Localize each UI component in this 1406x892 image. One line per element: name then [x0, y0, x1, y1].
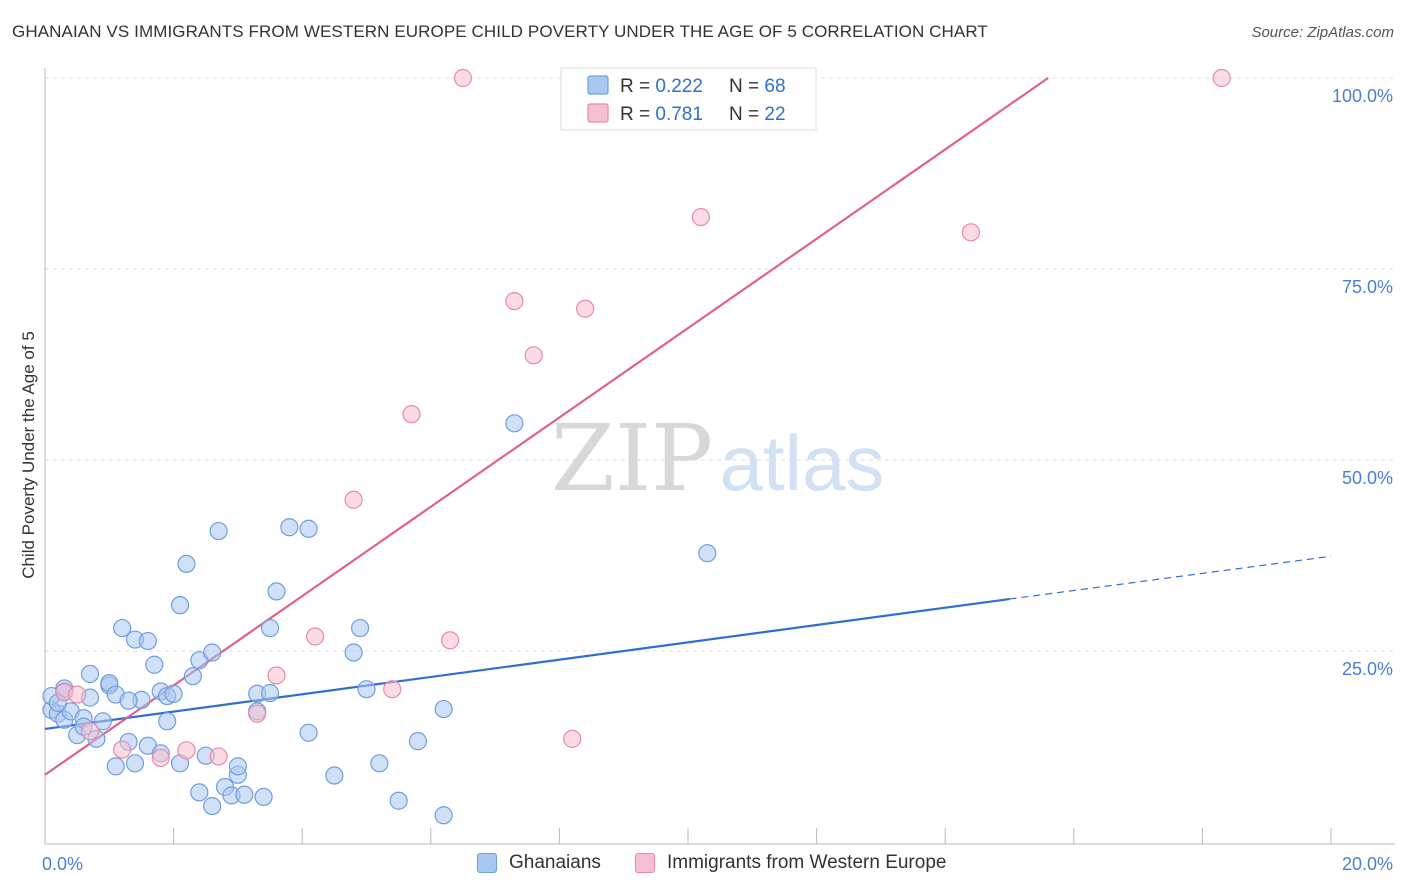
ghanaian-point-53: [299, 519, 318, 538]
ghanaian-point-35: [190, 783, 209, 802]
ghanaian-point-50: [267, 582, 286, 601]
legend-r-value-1: 0.222: [655, 76, 703, 97]
legend-r-value-2: 0.781: [655, 104, 703, 125]
ghanaian-point-24: [145, 655, 164, 674]
western-europe-point-12: [440, 631, 460, 650]
ghanaian-point-47: [254, 787, 273, 807]
legend-n-label-2: N =: [729, 104, 764, 125]
western-europe-point-10: [383, 680, 402, 699]
ghanaian-point-60: [408, 732, 428, 751]
ghanaian-point-51: [280, 518, 299, 537]
ghanaian-trend-line: [44, 597, 1010, 731]
western-europe-point-8: [305, 627, 325, 646]
stats-legend: R = 0.222 N = 68 R = 0.781 N = 22: [560, 67, 817, 131]
legend-r-label-1: R =: [620, 76, 655, 97]
source-label: Source: ZipAtlas.com: [1251, 24, 1394, 41]
western-europe-point-18: [691, 207, 710, 227]
ghanaian-point-52: [299, 723, 318, 742]
y-tick-label-100: 100.0%: [1332, 86, 1393, 106]
svg-text:R = 0.222: R = 0.222: [620, 76, 703, 97]
y-axis-label: Child Poverty Under the Age of 5: [19, 331, 38, 579]
legend-n-value-1: 68: [764, 76, 785, 97]
western-europe-point-20: [1212, 68, 1231, 88]
ghanaian-point-38: [203, 796, 222, 816]
ghanaian-point-56: [350, 618, 370, 638]
western-europe-point-9: [344, 490, 363, 509]
ghanaian-point-64: [698, 544, 717, 563]
legend-n-value-2: 22: [764, 104, 785, 125]
legend-label-ghanaians: Ghanaians: [509, 852, 601, 873]
ghanaian-point-48: [260, 683, 280, 703]
y-tick-label-25: 25.0%: [1342, 659, 1393, 679]
ghanaian-point-49: [260, 618, 280, 638]
western-europe-point-19: [961, 223, 981, 242]
ghanaian-point-62: [434, 806, 453, 825]
legend-swatch-pink: [587, 103, 609, 123]
legend-label-western-europe: Immigrants from Western Europe: [667, 852, 947, 873]
western-europe-point-3: [151, 748, 170, 768]
western-europe-point-21: [68, 685, 87, 704]
ghanaian-point-10: [80, 664, 100, 684]
ghanaian-point-57: [357, 680, 376, 699]
western-europe-point-5: [209, 747, 228, 766]
western-europe-point-4: [177, 741, 196, 760]
y-tick-label-75: 75.0%: [1342, 277, 1393, 297]
ghanaian-point-37: [203, 643, 222, 662]
ghanaian-point-39: [209, 521, 228, 541]
ghanaian-point-43: [228, 757, 247, 776]
svg-text:R = 0.781: R = 0.781: [620, 104, 703, 125]
ghanaian-point-29: [164, 684, 183, 703]
ghanaian-point-12: [93, 712, 112, 731]
tick-labels: 25.0% 50.0% 75.0% 100.0% 0.0% 20.0%: [42, 86, 1393, 874]
series-legend: Ghanaians Immigrants from Western Europe: [0, 852, 1406, 878]
western-europe-point-2: [113, 740, 132, 759]
western-europe-point-16: [563, 729, 582, 748]
ghanaian-point-61: [434, 699, 453, 719]
ghanaian-point-19: [125, 754, 145, 773]
ghanaian-point-54: [325, 766, 344, 785]
ghanaian-point-55: [344, 643, 363, 662]
ghanaian-point-44: [235, 785, 254, 804]
ghanaian-point-59: [389, 791, 408, 810]
legend-item-ghanaians: Ghanaians: [477, 852, 601, 874]
watermark-zip: ZIP: [551, 405, 713, 512]
ghanaian-point-22: [138, 631, 157, 651]
legend-swatch-ghanaians: [477, 853, 497, 873]
svg-text:N = 68: N = 68: [729, 76, 786, 97]
watermark-atlas: atlas: [720, 419, 885, 507]
chart-title: GHANAIAN VS IMMIGRANTS FROM WESTERN EURO…: [12, 22, 988, 41]
ghanaian-point-16: [106, 757, 125, 776]
western-europe-point-7: [267, 666, 286, 685]
x-tick-label-0: 0.0%: [42, 854, 83, 874]
legend-n-label-1: N =: [729, 76, 764, 97]
y-tick-label-50: 50.0%: [1342, 468, 1393, 488]
legend-r-label-2: R =: [620, 104, 655, 125]
ghanaian-point-17: [113, 618, 132, 638]
western-europe-point-6: [248, 704, 267, 723]
western-europe-point-1: [80, 722, 100, 741]
ghanaian-point-67: [119, 691, 138, 710]
western-europe-point-17: [576, 299, 595, 318]
x-tick-label-20: 20.0%: [1342, 854, 1393, 874]
ghanaian-point-27: [158, 712, 177, 731]
ghanaian-point-63: [505, 414, 524, 433]
watermark: ZIP atlas: [551, 405, 884, 512]
legend-swatch-blue: [587, 75, 609, 95]
legend-item-western-europe: Immigrants from Western Europe: [635, 852, 946, 874]
ghanaian-point-33: [183, 667, 202, 686]
gridlines: [45, 77, 1395, 652]
ghanaian-point-30: [170, 596, 190, 615]
svg-text:N = 22: N = 22: [729, 104, 786, 125]
data-points: [42, 68, 1231, 825]
ghanaian-trend-line-extension: [1009, 555, 1332, 600]
ghanaian-point-32: [177, 554, 196, 574]
western-europe-point-13: [453, 68, 473, 88]
ghanaian-point-58: [370, 754, 389, 773]
western-europe-point-11: [402, 405, 421, 424]
legend-swatch-western-europe: [635, 853, 655, 873]
western-europe-point-14: [505, 291, 524, 311]
western-europe-point-15: [524, 346, 543, 365]
